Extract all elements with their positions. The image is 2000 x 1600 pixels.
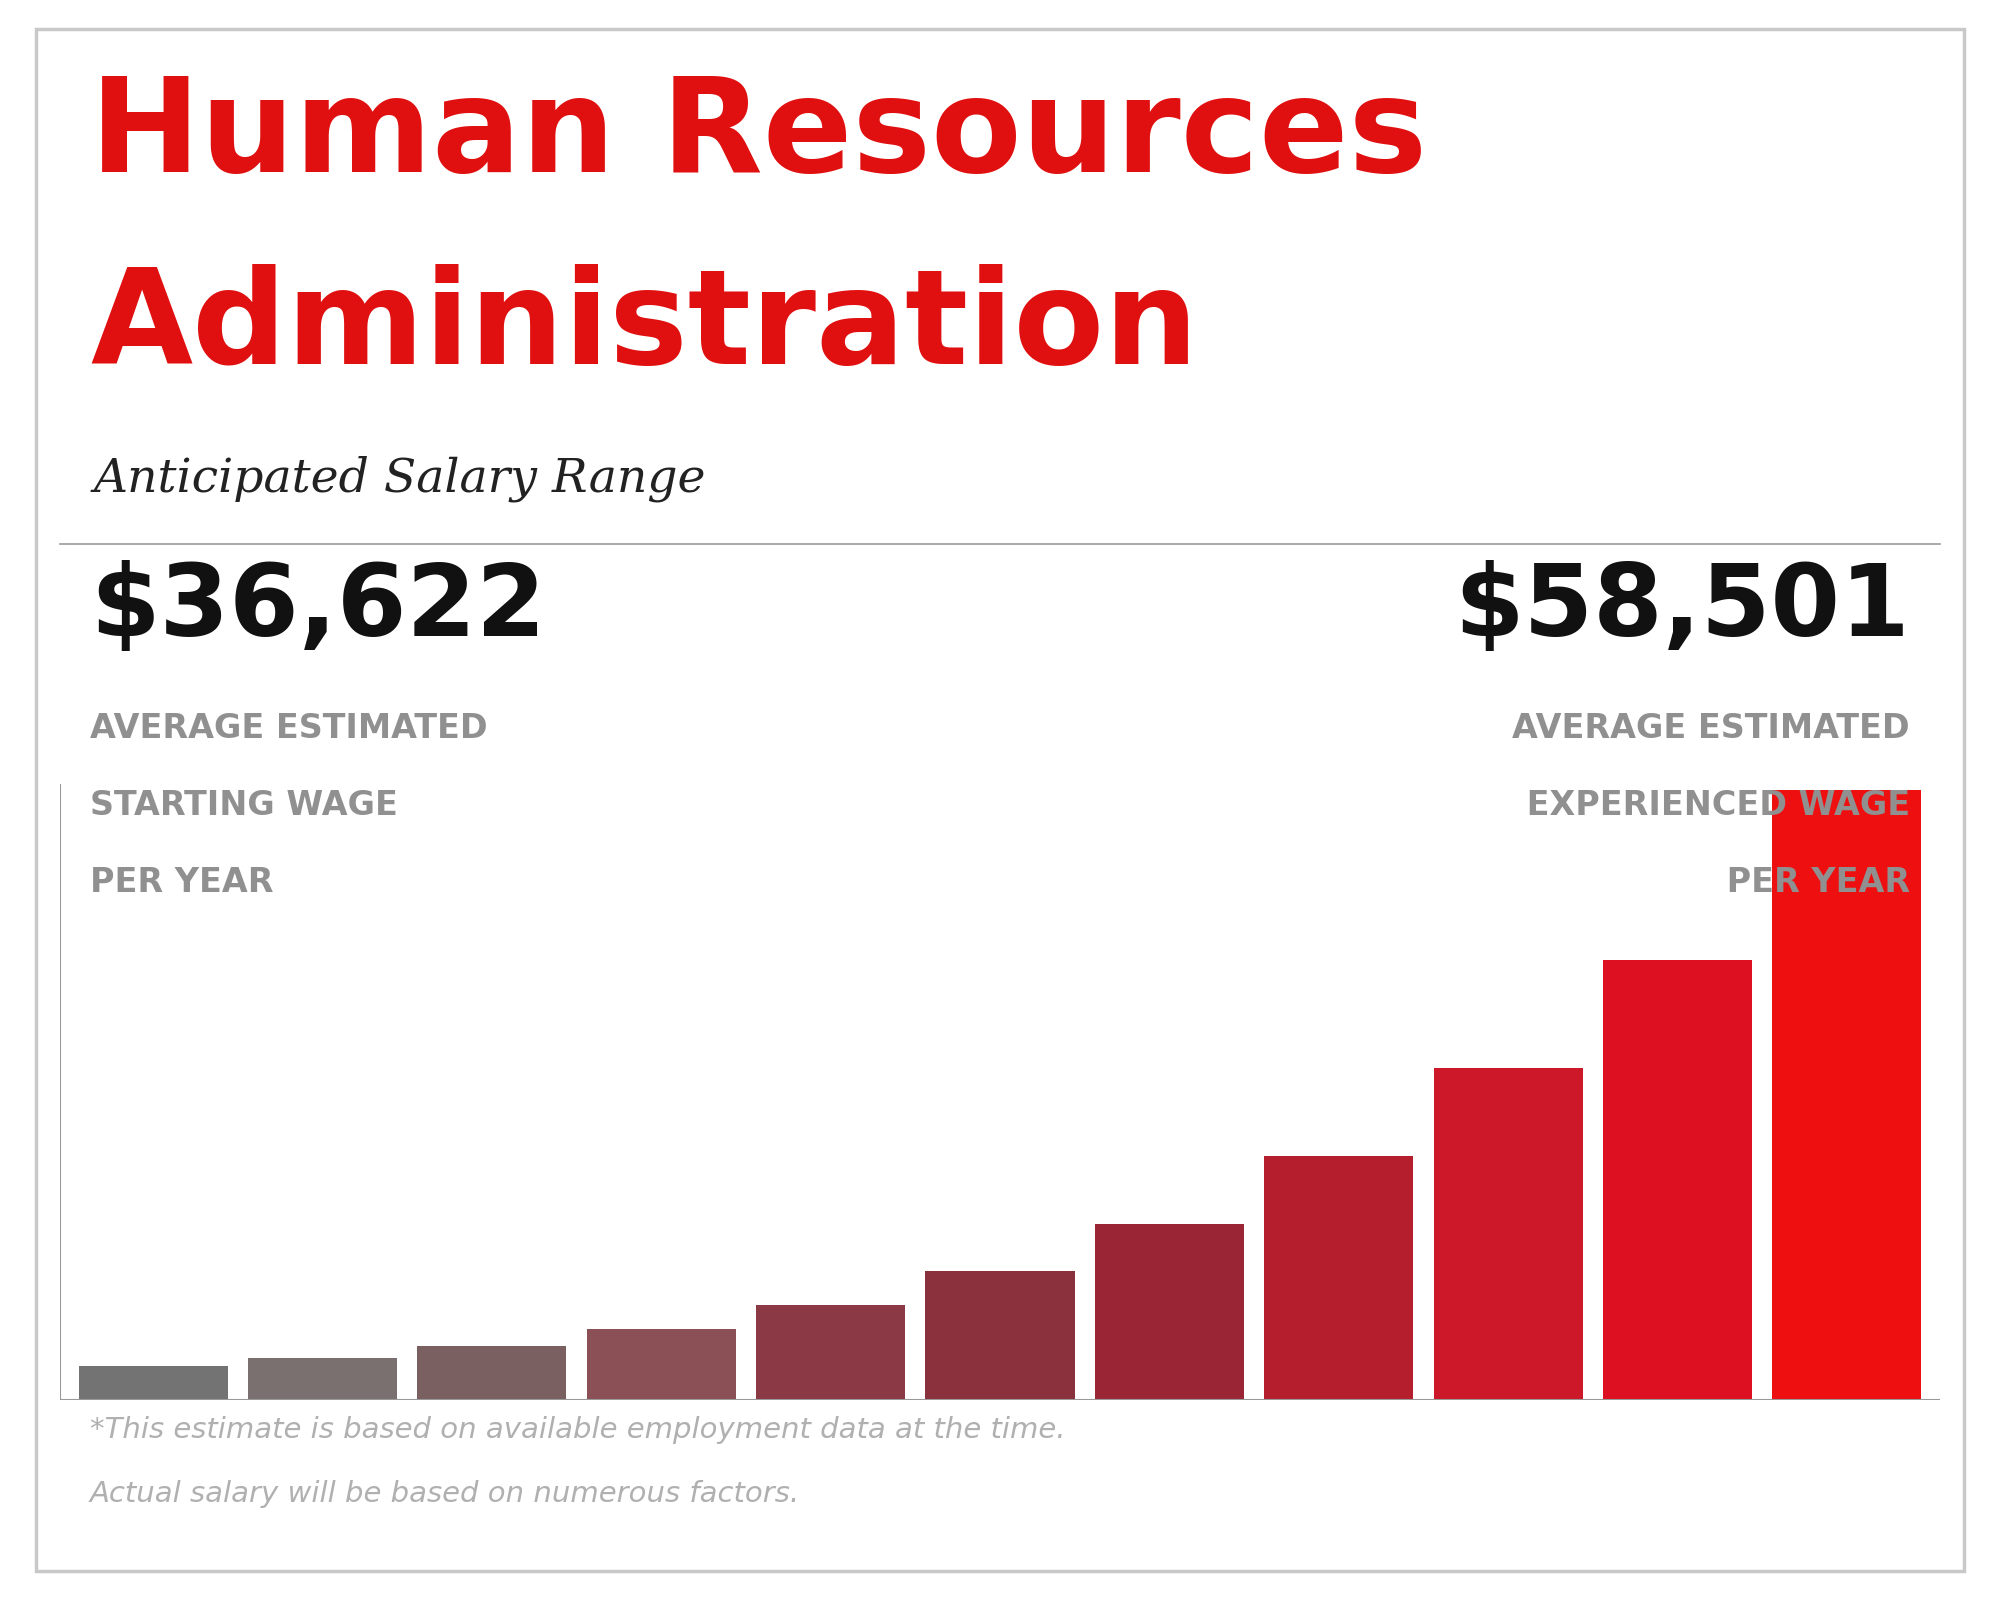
Bar	[756, 1306, 906, 1400]
Bar	[78, 1366, 228, 1400]
Bar	[1772, 790, 1922, 1400]
Bar	[926, 1272, 1074, 1400]
Text: EXPERIENCED WAGE: EXPERIENCED WAGE	[1514, 789, 1910, 822]
Text: AVERAGE ESTIMATED: AVERAGE ESTIMATED	[1512, 712, 1910, 746]
Text: PER YEAR: PER YEAR	[1714, 866, 1910, 899]
Bar	[418, 1346, 566, 1400]
Text: Actual salary will be based on numerous factors.: Actual salary will be based on numerous …	[90, 1480, 800, 1507]
Bar	[1434, 1067, 1582, 1400]
Bar	[586, 1330, 736, 1400]
Text: STARTING WAGE: STARTING WAGE	[90, 789, 398, 822]
Text: $36,622: $36,622	[90, 560, 546, 658]
Bar	[1602, 960, 1752, 1400]
Text: $58,501: $58,501	[1454, 560, 1910, 658]
Bar	[1094, 1224, 1244, 1400]
Text: PER YEAR: PER YEAR	[90, 866, 274, 899]
Text: *This estimate is based on available employment data at the time.: *This estimate is based on available emp…	[90, 1416, 1066, 1443]
Text: AVERAGE ESTIMATED: AVERAGE ESTIMATED	[90, 712, 488, 746]
Text: Human Resources: Human Resources	[90, 72, 1428, 198]
Bar	[1264, 1157, 1414, 1400]
Bar	[248, 1358, 398, 1400]
Text: Anticipated Salary Range: Anticipated Salary Range	[94, 456, 706, 502]
Text: Administration: Administration	[90, 264, 1198, 390]
